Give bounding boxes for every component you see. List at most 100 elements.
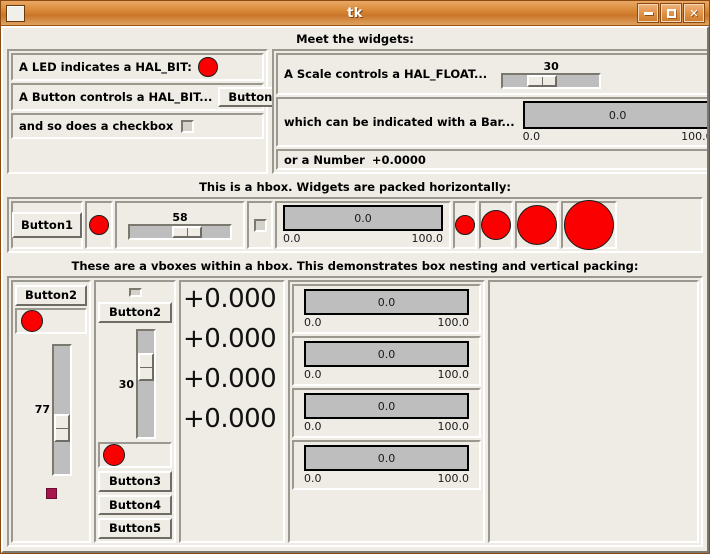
bar-max-label: 100.0 — [681, 130, 707, 144]
vbox4-bar-3-min: 0.0 — [304, 420, 322, 433]
hbox-button1-cell: Button1 — [11, 201, 83, 249]
vbox4-bar-4-min: 0.0 — [304, 472, 322, 485]
maximize-button[interactable] — [660, 3, 682, 23]
number-row-label: or a Number — [284, 152, 365, 167]
hbox-scale-thumb[interactable] — [172, 225, 202, 238]
hbox-checkbox[interactable] — [253, 218, 267, 232]
close-button[interactable]: ✕ — [683, 3, 705, 23]
vbox-col-4: 0.0 0.0 100.0 0.0 — [288, 280, 485, 543]
hal-float-scale[interactable]: 30 — [501, 59, 602, 89]
vbox2-button5[interactable]: Button5 — [98, 518, 172, 539]
hbox-led-c-cell — [515, 201, 559, 249]
vbox2-led-cell — [98, 442, 172, 469]
vbox-panel: Button2 77 Button2 — [7, 276, 703, 547]
hbox-button1[interactable]: Button1 — [11, 211, 83, 239]
hbox-led-b-cell — [479, 201, 513, 249]
number-row: or a Number +0.0000 — [276, 149, 707, 170]
vbox2-scale-thumb[interactable] — [138, 353, 154, 382]
hal-bit-led — [197, 57, 218, 77]
vbox4-bar-1-value: 0.0 — [377, 295, 396, 309]
vbox2-button3[interactable]: Button3 — [98, 471, 172, 492]
hbox-led-a-cell — [453, 201, 477, 249]
vbox-col-1: Button2 77 — [11, 280, 91, 543]
vbox4-bar-1-labels: 0.0 100.0 — [304, 316, 469, 329]
vbox2-button2[interactable]: Button2 — [98, 302, 172, 324]
vbox4-bar-4-box: 0.0 — [304, 445, 469, 471]
vbox4-bar-2-min: 0.0 — [304, 368, 322, 381]
hbox-led-medium — [481, 210, 511, 240]
vbox1-indicator — [45, 487, 57, 499]
bar-row: which can be indicated with a Bar... 0.0… — [276, 97, 707, 148]
hbox-panel: Button1 58 — [7, 197, 703, 253]
bar-value: 0.0 — [608, 108, 627, 122]
vbox1-scale-trough[interactable] — [52, 343, 72, 476]
vbox4-bar-4-labels: 0.0 100.0 — [304, 472, 469, 485]
scale-trough[interactable] — [501, 72, 602, 89]
vbox4-bar-1: 0.0 0.0 100.0 — [304, 289, 469, 329]
vbox4-bar-1-max: 100.0 — [437, 316, 470, 329]
vbox-col-2: Button2 30 Button3 Button4 Button5 — [94, 280, 176, 543]
hbox-filler — [617, 201, 699, 249]
hbox-bar-labels: 0.0 100.0 — [283, 232, 443, 245]
vbox-section: These are a vboxes within a hbox. This d… — [4, 256, 706, 550]
vbox3-number-3: +0.000 — [183, 364, 277, 394]
vbox4-filler — [292, 490, 481, 539]
vbox3-number-1: +0.000 — [183, 284, 277, 314]
hbox-scale[interactable]: 58 — [128, 211, 232, 240]
top-left-panel: A LED indicates a HAL_BIT: A Button cont… — [7, 49, 283, 174]
vbox4-bar-2-box: 0.0 — [304, 341, 469, 367]
vbox4-bar-cell-1: 0.0 0.0 100.0 — [292, 284, 481, 334]
vbox3-number-2: +0.000 — [183, 324, 277, 354]
top-right-panel: A Scale controls a HAL_FLOAT... 30 which… — [272, 49, 707, 174]
hbox-checkbox-cell — [247, 201, 273, 249]
top-left-filler — [11, 139, 264, 170]
bar-box: 0.0 — [522, 101, 707, 130]
button-row: A Button controls a HAL_BIT... Button — [11, 83, 283, 111]
scale-thumb[interactable] — [527, 74, 558, 87]
vbox1-scale-thumb[interactable] — [54, 413, 70, 442]
vbox2-scale-trough[interactable] — [136, 329, 156, 440]
hal-bit-checkbox[interactable] — [181, 119, 195, 133]
vbox4-bar-4-value: 0.0 — [377, 451, 396, 465]
minimize-button[interactable] — [637, 3, 659, 23]
vbox-col-3: +0.000 +0.000 +0.000 +0.000 — [179, 280, 285, 543]
vbox1-button2[interactable]: Button2 — [15, 285, 87, 306]
window-menu-icon[interactable] — [6, 4, 25, 22]
bar-row-label: which can be indicated with a Bar... — [284, 115, 515, 130]
vbox4-bar-2-value: 0.0 — [377, 347, 396, 361]
vbox4-bar-2: 0.0 0.0 100.0 — [304, 341, 469, 381]
hbox-bar: 0.0 0.0 100.0 — [283, 205, 443, 245]
scale-value: 30 — [543, 59, 559, 73]
hbox-section: This is a hbox. Widgets are packed horiz… — [4, 177, 706, 256]
vbox3-filler — [183, 432, 281, 537]
hbox-scale-value: 58 — [172, 210, 188, 224]
vbox4-bar-2-max: 100.0 — [437, 368, 470, 381]
hbox-scale-trough[interactable] — [128, 223, 232, 240]
vbox2-led — [103, 444, 125, 467]
hbox-bar-value: 0.0 — [354, 211, 372, 225]
button-row-label: A Button controls a HAL_BIT... — [19, 90, 213, 104]
vbox2-checkbox[interactable] — [128, 288, 142, 298]
vbox4-bar-1-box: 0.0 — [304, 289, 469, 315]
led-row-label: A LED indicates a HAL_BIT: — [19, 60, 192, 74]
vbox1-led — [21, 309, 43, 332]
hbox-bar-min-label: 0.0 — [283, 232, 301, 245]
hbox-section-title: This is a hbox. Widgets are packed horiz… — [4, 177, 706, 197]
vbox4-bar-2-labels: 0.0 100.0 — [304, 368, 469, 381]
hbox-led-d-cell — [561, 200, 617, 250]
hbox-bar-max-label: 100.0 — [411, 232, 444, 245]
checkbox-row: and so does a checkbox — [11, 113, 264, 139]
vbox2-scale[interactable]: 30 — [114, 329, 156, 440]
vbox2-scale-value: 30 — [118, 377, 134, 391]
client-area: Meet the widgets: A LED indicates a HAL_… — [1, 26, 709, 553]
vbox1-scale-value: 77 — [34, 403, 50, 417]
bar-min-label: 0.0 — [522, 130, 541, 144]
number-row-value: +0.0000 — [371, 152, 426, 167]
title-bar[interactable]: tk ✕ — [1, 1, 709, 26]
vbox3-number-4: +0.000 — [183, 404, 277, 434]
vbox4-bar-cell-4: 0.0 0.0 100.0 — [292, 440, 481, 490]
vbox1-scale[interactable]: 77 — [30, 343, 72, 476]
vbox2-button4[interactable]: Button4 — [98, 494, 172, 516]
hbox-bar-box: 0.0 — [283, 205, 443, 231]
